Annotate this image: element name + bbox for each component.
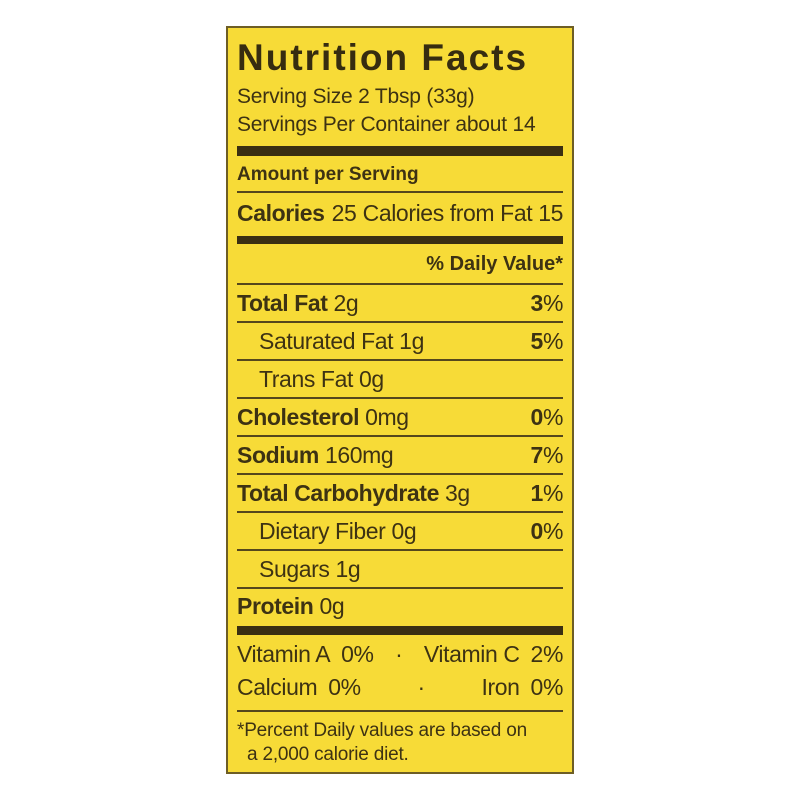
footnote-line-2: a 2,000 calorie diet.	[247, 744, 409, 766]
daily-value: 0%	[530, 517, 564, 544]
vitamin-c-value: 2%	[530, 641, 564, 668]
amount-per-serving-heading: Amount per Serving	[237, 156, 563, 194]
daily-value: 3%	[530, 289, 564, 316]
iron-group: Iron 0%	[482, 674, 564, 701]
dot-separator-icon: ·	[395, 641, 403, 668]
calories-value: 25	[331, 200, 357, 227]
calcium-value: 0%	[328, 674, 361, 701]
serving-size-line: Serving Size 2 Tbsp (33g)	[237, 84, 475, 108]
calories-from-fat-label: Calories from Fat	[362, 200, 533, 227]
calories-label: Calories	[237, 200, 325, 227]
vitamin-row-2: Calcium 0% · Iron 0%	[237, 671, 563, 704]
nutrient-row-protein: Protein 0g	[237, 589, 563, 624]
nutrient-text: Total Fat 2g	[237, 289, 359, 316]
nutrient-text: Protein 0g	[237, 593, 345, 620]
vitamin-a-label: Vitamin A	[237, 641, 331, 668]
vitamins-block: Vitamin A 0% · Vitamin C 2% Calcium 0% ·…	[237, 635, 563, 713]
nutrient-text: Sodium 160mg	[237, 441, 394, 468]
vitamin-a-value: 0%	[341, 641, 374, 668]
nutrient-row-cholesterol: Cholesterol 0mg 0%	[237, 399, 564, 438]
footnote-line-1: *Percent Daily values are based on	[237, 720, 527, 742]
label-title: Nutrition Facts	[237, 37, 529, 78]
servings-per-container-line: Servings Per Container about 14	[237, 113, 536, 137]
dot-separator-icon: ·	[417, 674, 425, 701]
daily-value-heading: % Daily Value*	[237, 244, 563, 286]
daily-value-footnote: *Percent Daily values are based on a 2,0…	[237, 712, 563, 767]
nutrition-facts-label: Nutrition Facts Serving Size 2 Tbsp (33g…	[226, 26, 574, 774]
iron-value: 0%	[530, 674, 564, 701]
nutrient-row-sodium: Sodium 160mg 7%	[237, 437, 564, 476]
calories-from-fat-value: 15	[538, 200, 563, 227]
calories-row: Calories 25 Calories from Fat 15	[237, 193, 563, 234]
nutrient-text: Cholesterol 0mg	[237, 403, 409, 430]
daily-value: 5%	[530, 327, 564, 354]
vitamin-c-group: Vitamin C 2%	[423, 641, 564, 668]
nutrient-text: Saturated Fat 1g	[259, 327, 424, 354]
nutrient-row-saturated-fat: Saturated Fat 1g 5%	[237, 323, 564, 362]
nutrient-text: Total Carbohydrate 3g	[237, 479, 470, 506]
divider-thick-calories	[237, 236, 563, 245]
vitamin-a-group: Vitamin A 0%	[237, 641, 374, 668]
vitamin-row-1: Vitamin A 0% · Vitamin C 2%	[237, 638, 563, 671]
calories-value-group: Calories 25	[237, 200, 357, 227]
nutrient-text: Trans Fat 0g	[259, 365, 384, 392]
calcium-group: Calcium 0%	[237, 674, 361, 701]
nutrient-text: Dietary Fiber 0g	[259, 517, 417, 544]
nutrient-row-total-carbohydrate: Total Carbohydrate 3g 1%	[237, 475, 564, 514]
nutrient-row-trans-fat: Trans Fat 0g	[237, 361, 563, 400]
divider-thick-top	[237, 146, 563, 157]
nutrient-text: Sugars 1g	[259, 555, 361, 582]
vitamin-c-label: Vitamin C	[423, 641, 520, 668]
daily-value: 7%	[530, 441, 564, 468]
daily-value: 0%	[530, 403, 564, 430]
nutrient-row-dietary-fiber: Dietary Fiber 0g 0%	[237, 513, 564, 552]
nutrient-row-sugars: Sugars 1g	[237, 551, 563, 590]
iron-label: Iron	[481, 674, 520, 701]
calcium-label: Calcium	[237, 674, 318, 701]
divider-thick-protein	[237, 626, 563, 636]
calories-from-fat-group: Calories from Fat 15	[362, 200, 564, 227]
daily-value: 1%	[530, 479, 564, 506]
nutrient-row-total-fat: Total Fat 2g 3%	[237, 285, 564, 324]
